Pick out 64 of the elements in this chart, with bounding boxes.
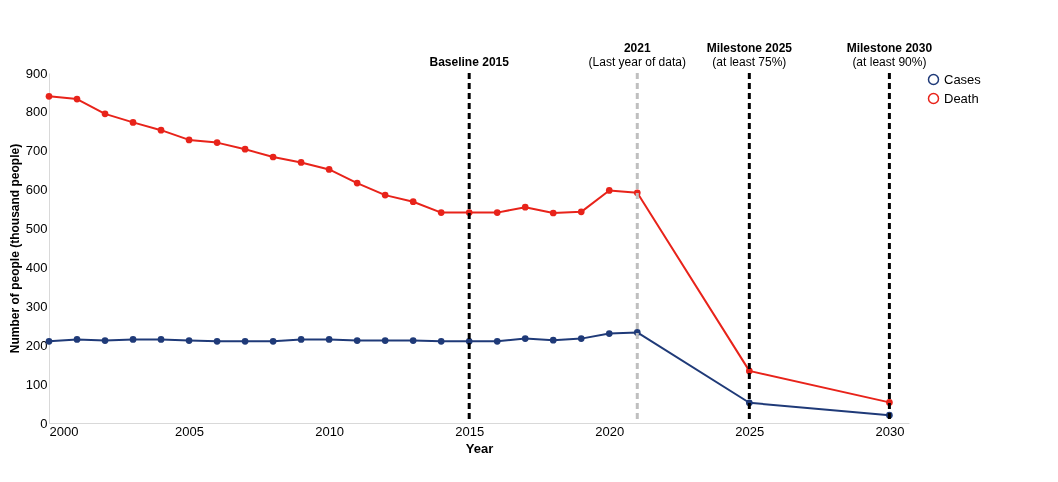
point [409, 198, 417, 206]
x-tick-label: 2025 [735, 423, 765, 439]
legend-label: Cases [944, 71, 982, 87]
point [325, 336, 333, 343]
ref-line-label: Milestone 2025 (at least 75%) [706, 41, 793, 69]
point [269, 153, 277, 161]
point [213, 139, 221, 146]
point [381, 337, 389, 344]
point [437, 337, 445, 345]
ref-line-label: Baseline 2015 [429, 55, 510, 69]
y-tick-label: 0 [40, 415, 48, 431]
y-tick-label: 100 [25, 376, 48, 392]
x-tick-label: 2005 [175, 423, 205, 439]
point [605, 330, 613, 337]
y-tick-label: 700 [25, 143, 48, 159]
y-tick-label: 900 [25, 65, 48, 81]
point [521, 203, 529, 211]
point [185, 136, 193, 144]
point [549, 336, 557, 344]
point [129, 336, 137, 343]
point [297, 159, 305, 166]
x-tick-label: 2010 [315, 423, 345, 439]
x-tick-label: 2030 [875, 423, 905, 439]
x-tick-label: 2020 [595, 423, 625, 439]
point [577, 208, 585, 216]
y-tick-label: 400 [25, 259, 48, 275]
point [521, 335, 529, 342]
x-axis-title: Year [465, 440, 494, 456]
point [241, 145, 249, 153]
y-tick-label: 800 [25, 104, 48, 120]
legend-label: Death [944, 90, 979, 106]
point [353, 337, 361, 344]
point [577, 335, 585, 342]
point [297, 336, 305, 343]
point [605, 187, 613, 194]
point [101, 337, 109, 344]
point [409, 337, 417, 344]
point [325, 166, 333, 173]
y-tick-label: 300 [25, 298, 48, 314]
point [185, 337, 193, 344]
point [493, 337, 501, 345]
point [437, 209, 445, 216]
point [73, 336, 81, 343]
x-tick-label: 2000 [49, 423, 79, 439]
point [213, 337, 221, 345]
point [353, 179, 361, 187]
point [157, 336, 165, 343]
point [73, 95, 81, 103]
ref-line-label: Milestone 2030 (at least 90%) [846, 41, 933, 69]
point [269, 337, 277, 345]
point [101, 110, 109, 118]
point [549, 209, 557, 217]
ref-line-label: 2021 (Last year of data) [588, 41, 686, 69]
y-tick-label: 500 [25, 221, 48, 237]
x-tick-label: 2015 [455, 423, 485, 439]
point [45, 92, 53, 100]
point [381, 191, 389, 199]
point [493, 209, 501, 216]
y-tick-label: 200 [25, 337, 48, 353]
point [129, 119, 137, 126]
y-axis-title: Number of people (thousand people) [7, 143, 22, 354]
y-tick-label: 600 [25, 182, 48, 198]
point [157, 126, 165, 134]
point [241, 337, 249, 345]
